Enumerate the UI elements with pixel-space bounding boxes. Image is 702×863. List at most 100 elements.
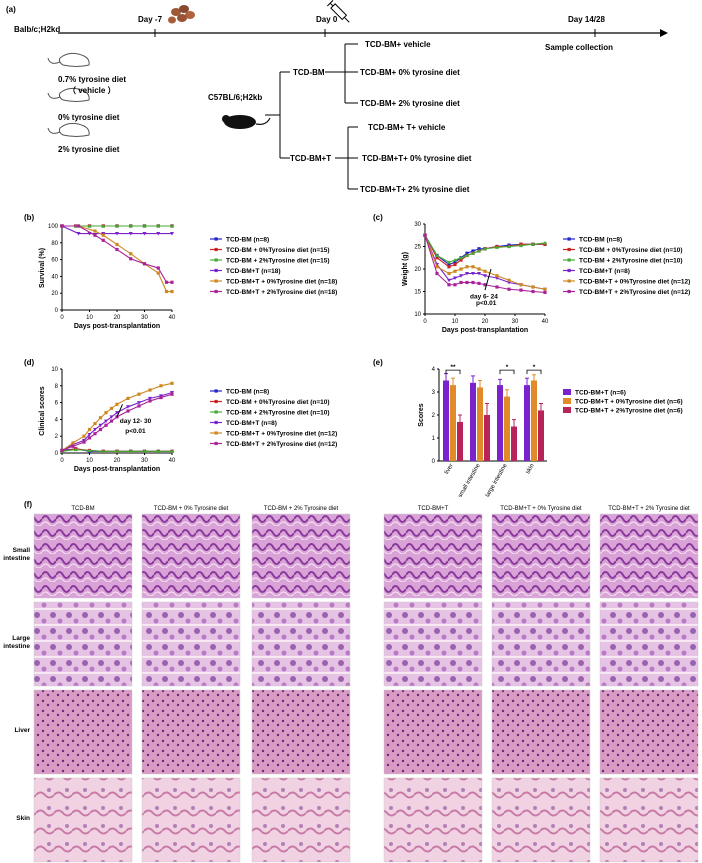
data-point (435, 265, 439, 269)
diet-vehicle: 0.7% tyrosine diet (58, 75, 126, 84)
data-point (483, 269, 487, 273)
data-point (128, 449, 133, 453)
y-tick-label: 20 (414, 267, 421, 273)
data-point (507, 278, 511, 282)
y-tick-label: 4 (55, 417, 59, 423)
data-point (128, 232, 133, 236)
x-tick-label: 20 (114, 458, 121, 464)
bar (450, 385, 456, 461)
data-point (519, 283, 523, 287)
data-point (115, 402, 119, 406)
data-point (170, 381, 174, 385)
data-point (148, 388, 152, 392)
legend-label: TCD-BM+T (n=8) (226, 420, 277, 427)
data-point (170, 224, 174, 228)
category-label: large intestine (485, 462, 509, 497)
diet-2pct: 2% tyrosine diet (58, 145, 120, 154)
data-point (453, 260, 457, 264)
diet-vehicle-note: （ vehicle ） (68, 85, 116, 95)
histology-image (141, 689, 241, 775)
series-line (424, 234, 545, 268)
data-point (101, 449, 106, 453)
significance-mark: ** (450, 364, 456, 371)
data-point (101, 238, 105, 242)
data-point (93, 229, 97, 233)
data-point (447, 262, 451, 267)
category-label: skin (525, 463, 536, 475)
panel-b-survival-chart: (b) 0 10 20 30 40 0 20 40 60 80 100 Days post-trans… (24, 213, 337, 330)
data-point (459, 274, 463, 278)
diet-0pct: 0% tyrosine diet (58, 113, 120, 122)
significance-mark: * (533, 364, 536, 371)
y-tick-label: 40 (51, 274, 58, 280)
y-tick-label: 10 (414, 312, 421, 318)
bar (477, 387, 483, 461)
legend-label: TCD-BM+T + 2%Tyrosine diet (n=12) (226, 441, 337, 448)
x-tick-label: 40 (542, 319, 549, 325)
histology-image (33, 601, 133, 687)
data-point (156, 449, 161, 453)
legend-label: TCD-BM+T (n=6) (575, 390, 626, 397)
legend-label: TCD-BM + 0%Tyrosine diet (n=10) (579, 247, 683, 254)
data-point (483, 283, 487, 287)
series-2 (423, 233, 547, 264)
histology-image (251, 513, 351, 599)
data-point (137, 401, 141, 405)
x-tick-label: 0 (60, 315, 64, 321)
data-point (87, 436, 92, 440)
legend-swatch (563, 407, 571, 413)
y-tick-label: 6 (55, 401, 59, 407)
x-axis-label: Days post-transplantation (442, 327, 528, 334)
histology-column-header: TCD-BM+T + 0% Tyrosine diet (500, 506, 582, 512)
significance-bracket (526, 369, 542, 375)
data-point (170, 232, 174, 236)
subgroup-tcd-bm-2pct: TCD-BM+ 2% tyrosine diet (360, 99, 460, 108)
y-tick-label: 60 (51, 258, 58, 264)
data-point (465, 251, 469, 255)
legend-label: TCD-BM+T + 2%Tyrosine diet (n=6) (575, 408, 683, 415)
x-tick-label: 0 (60, 458, 64, 464)
x-tick-label: 40 (169, 458, 176, 464)
y-tick-label: 4 (432, 367, 436, 373)
y-tick-label: 8 (55, 384, 59, 390)
x-tick-label: 10 (86, 458, 93, 464)
data-point (170, 280, 174, 284)
annotation-pvalue: p<0.01 (476, 300, 497, 307)
data-point (495, 285, 499, 289)
data-point (543, 240, 547, 245)
data-point (159, 384, 163, 388)
data-point (87, 448, 92, 452)
subgroup-tcd-bm-t-vehicle: TCD-BM+ T+ vehicle (368, 123, 446, 132)
data-point (98, 427, 103, 432)
data-point (471, 272, 475, 276)
data-point (164, 289, 169, 294)
histology-row-label: Liver (14, 727, 30, 734)
histology-row-label: Small (13, 547, 31, 554)
legend-marker (214, 389, 218, 393)
data-point (483, 246, 487, 251)
y-tick-label: 25 (414, 245, 421, 251)
y-tick-label: 2 (432, 413, 436, 419)
series-4 (60, 381, 174, 453)
y-axis-label: Scores (418, 403, 425, 426)
histology-image (491, 513, 591, 599)
histology-image (599, 601, 699, 687)
subgroup-tcd-bm-vehicle: TCD-BM+ vehicle (365, 40, 431, 49)
significance-mark: * (506, 364, 509, 371)
histology-image (491, 601, 591, 687)
mouse-outline-icon (47, 52, 90, 137)
bar (531, 380, 537, 461)
significance-bracket (445, 369, 461, 375)
data-point (170, 289, 174, 294)
data-point (109, 419, 114, 423)
legend-marker (567, 258, 571, 262)
panel-f-label: (f) (24, 500, 32, 509)
bar (484, 415, 490, 461)
histology-column-header: TCD-BM + 2% Tyrosine diet (264, 506, 339, 512)
timeline-day-minus7: Day -7 (138, 15, 163, 24)
histology-image (141, 513, 241, 599)
histology-image (33, 513, 133, 599)
annotation-days: day 6- 24 (470, 294, 498, 301)
data-point (459, 267, 463, 271)
donor-strain: Balb/c;H2kd (14, 25, 60, 34)
